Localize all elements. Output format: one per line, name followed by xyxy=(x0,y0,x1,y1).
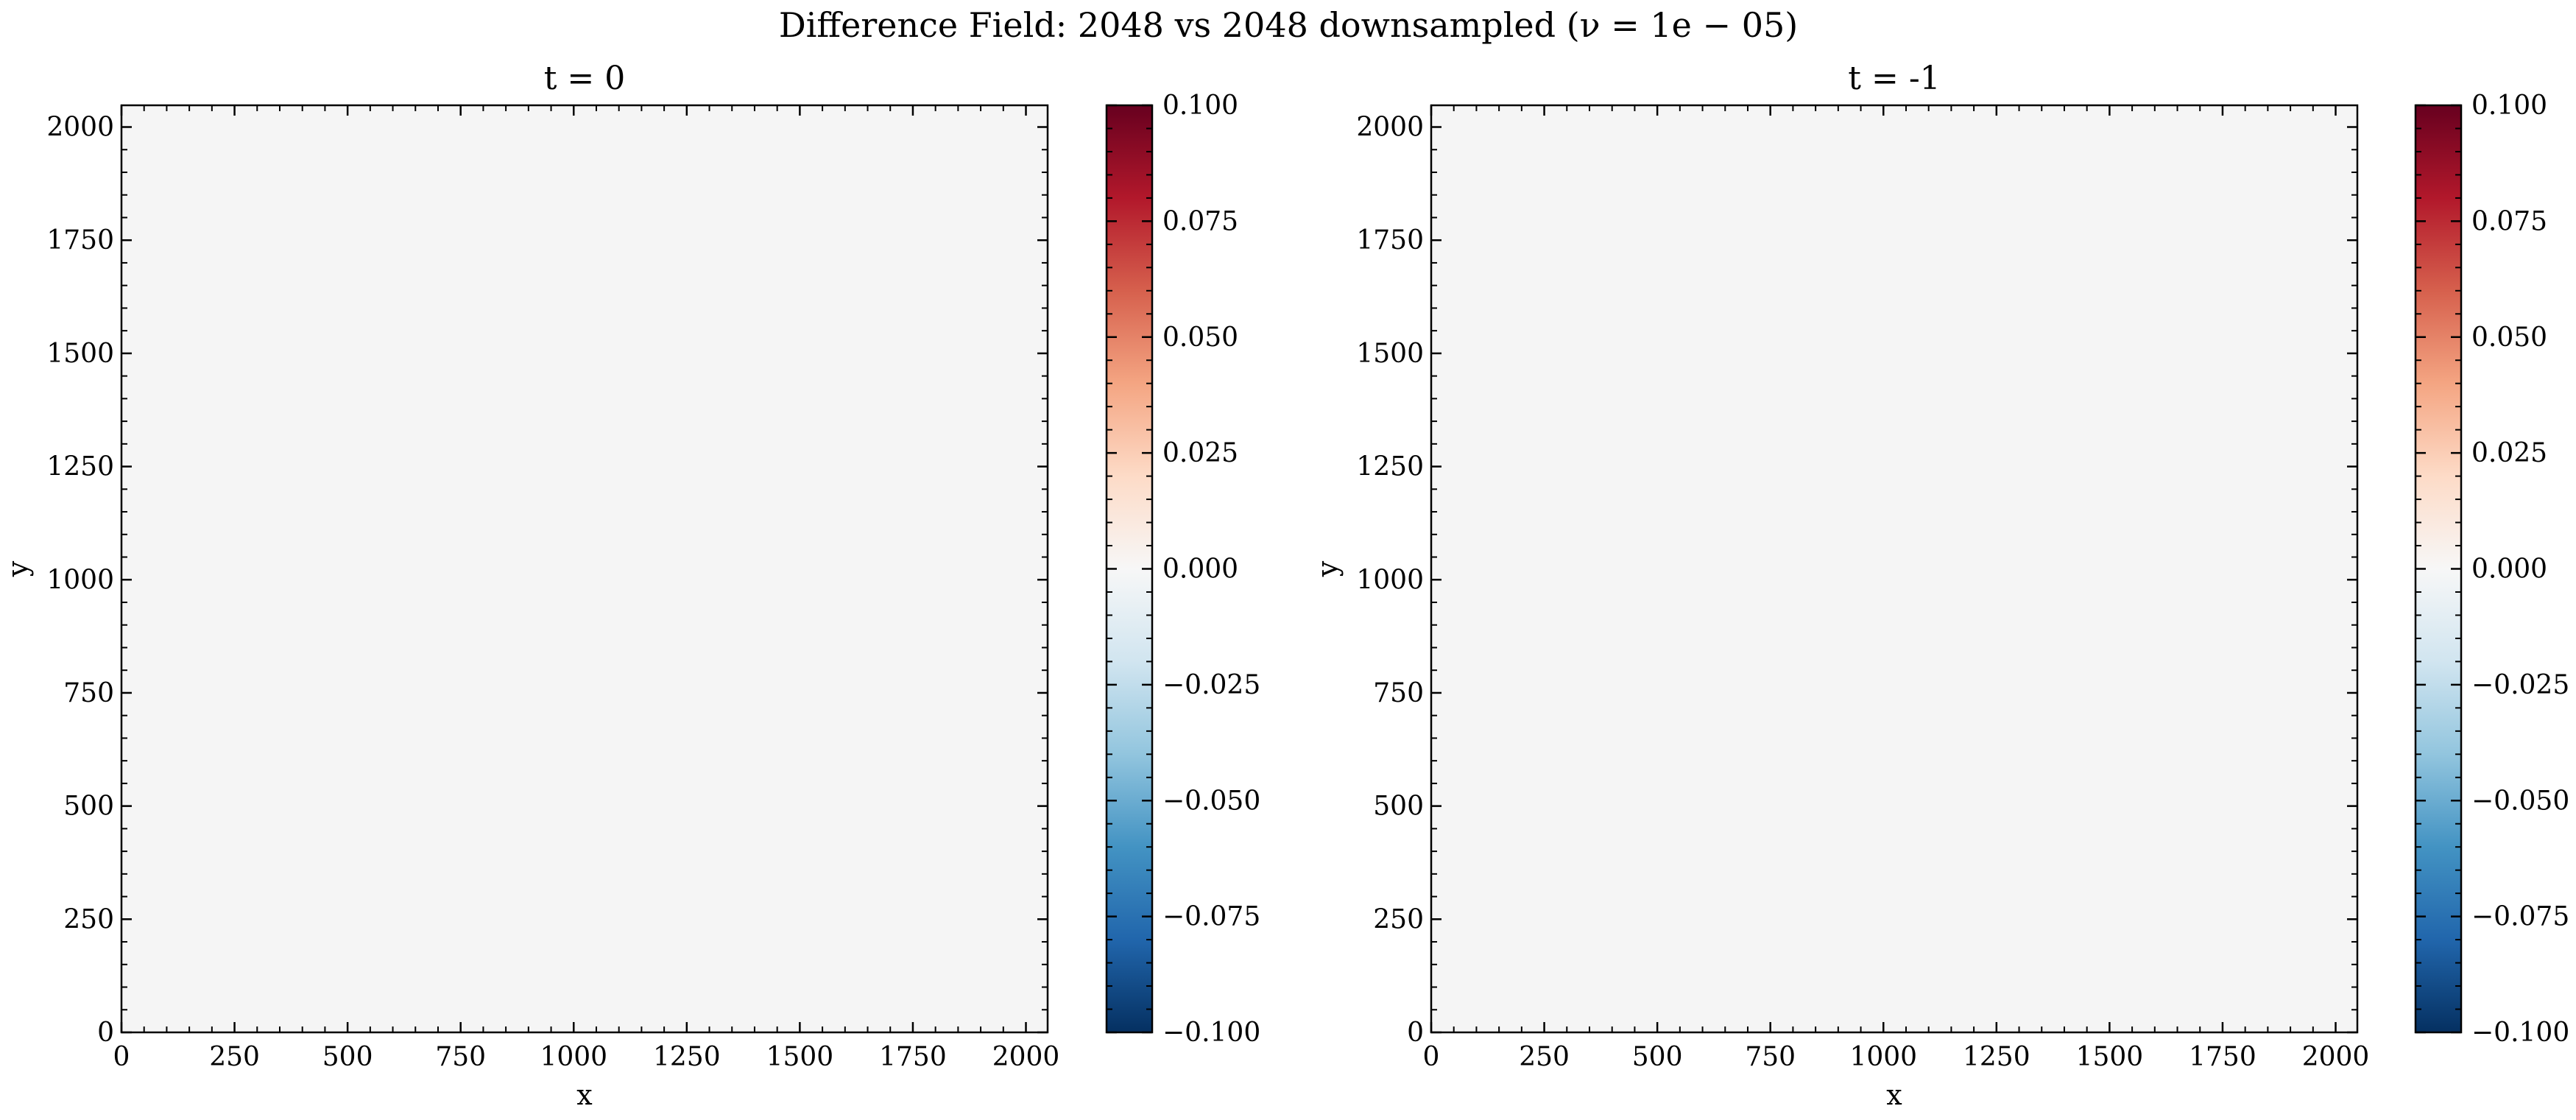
colorbar-frame xyxy=(2414,104,2463,1034)
x-tick-label: 1000 xyxy=(540,1042,607,1072)
x-tick-label: 750 xyxy=(435,1042,486,1072)
y-tick-label: 0 xyxy=(97,1018,114,1048)
y-tick-label: 1500 xyxy=(46,339,114,369)
colorbar-tick-label: −0.075 xyxy=(2471,902,2569,932)
x-tick-label: 1500 xyxy=(2076,1042,2144,1072)
y-tick-label: 1750 xyxy=(46,225,114,256)
x-tick-label: 1250 xyxy=(653,1042,721,1072)
x-tick-label: 500 xyxy=(322,1042,373,1072)
y-tick-label: 500 xyxy=(63,792,114,822)
x-axis-label: x xyxy=(576,1079,592,1111)
colorbar-tick-label: −0.100 xyxy=(2471,1018,2569,1048)
x-tick-label: 1750 xyxy=(2189,1042,2256,1072)
x-tick-label: 1250 xyxy=(1963,1042,2030,1072)
colorbar-tick-label: 0.075 xyxy=(2471,206,2547,236)
colorbar-tick-label: −0.100 xyxy=(1162,1018,1260,1048)
panels: t = 0 0 250 500 750 1000 1250 1500 1750 2000 0 250 5… xyxy=(1,60,2569,1111)
y-tick-label: 1000 xyxy=(1356,565,1424,595)
x-tick-label: 0 xyxy=(113,1042,130,1072)
colorbar-tick-label: −0.025 xyxy=(1162,670,1260,700)
x-tick-label: 1000 xyxy=(1849,1042,1917,1072)
colorbar-tick-label: 0.000 xyxy=(2471,554,2547,585)
panel-2: t = -1 0 250 500 750 1000 1250 1500 1750 2000 0 250… xyxy=(1311,60,2569,1111)
y-tick-label: 1750 xyxy=(1356,225,1424,256)
colorbar-tick-label: 0.100 xyxy=(1162,91,1238,121)
colorbar-tick-label: 0.050 xyxy=(1162,323,1238,353)
panel-1: t = 0 0 250 500 750 1000 1250 1500 1750 2000 0 250 5… xyxy=(1,60,1260,1111)
y-tick-label: 1250 xyxy=(1356,452,1424,482)
colorbar-tick-label: −0.050 xyxy=(1162,786,1260,816)
x-tick-label: 1750 xyxy=(879,1042,947,1072)
x-tick-label: 500 xyxy=(1632,1042,1683,1072)
axes-frame xyxy=(1430,104,2359,1034)
x-tick-label: 250 xyxy=(1519,1042,1570,1072)
y-tick-label: 250 xyxy=(63,904,114,934)
x-tick-label: 0 xyxy=(1423,1042,1440,1072)
y-tick-label: 750 xyxy=(1373,678,1424,708)
y-tick-label: 2000 xyxy=(46,113,114,143)
panel-title: t = 0 xyxy=(544,60,626,97)
heatmap-field xyxy=(1431,105,2357,1032)
x-tick-label: 2000 xyxy=(992,1042,1060,1072)
colorbar-tick-label: 0.100 xyxy=(2471,91,2547,121)
colorbar-frame xyxy=(1105,104,1154,1034)
colorbar-tick-label: 0.075 xyxy=(1162,206,1238,236)
colorbar-tick-label: −0.075 xyxy=(1162,902,1260,932)
x-axis-label: x xyxy=(1886,1079,1902,1111)
y-tick-label: 0 xyxy=(1407,1018,1424,1048)
y-tick-label: 1000 xyxy=(46,565,114,595)
y-tick-label: 250 xyxy=(1373,904,1424,934)
colorbar-tick-label: 0.025 xyxy=(2471,438,2547,468)
y-tick-label: 2000 xyxy=(1356,113,1424,143)
y-axis-label: y xyxy=(1,560,34,577)
y-axis-label: y xyxy=(1311,560,1344,577)
colorbar-tick-label: −0.050 xyxy=(2471,786,2569,816)
x-tick-label: 1500 xyxy=(766,1042,834,1072)
y-tick-label: 1250 xyxy=(46,452,114,482)
axes-frame xyxy=(120,104,1049,1034)
colorbar: −0.100 −0.075 −0.050 −0.025 0.000 0.025 0.050 0… xyxy=(2414,91,2569,1048)
colorbar: −0.100 −0.075 −0.050 −0.025 0.000 0.025 0.050 0… xyxy=(1105,91,1260,1048)
y-tick-label: 750 xyxy=(63,678,114,708)
y-tick-label: 500 xyxy=(1373,792,1424,822)
colorbar-tick-label: −0.025 xyxy=(2471,670,2569,700)
y-tick-label: 1500 xyxy=(1356,339,1424,369)
x-tick-label: 250 xyxy=(209,1042,260,1072)
x-tick-label: 2000 xyxy=(2302,1042,2370,1072)
colorbar-tick-label: 0.000 xyxy=(1162,554,1238,585)
panel-title: t = -1 xyxy=(1848,60,1940,97)
x-tick-label: 750 xyxy=(1745,1042,1796,1072)
figure-suptitle: Difference Field: 2048 vs 2048 downsampl… xyxy=(779,5,1798,45)
colorbar-tick-label: 0.025 xyxy=(1162,438,1238,468)
colorbar-tick-label: 0.050 xyxy=(2471,323,2547,353)
heatmap-field xyxy=(121,105,1048,1032)
